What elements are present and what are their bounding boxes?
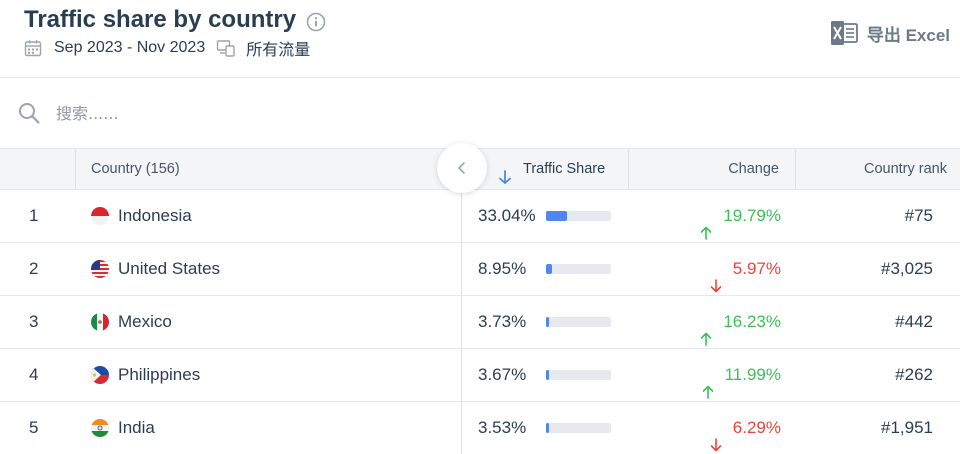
table-row[interactable]: 3 Mexico 3.73% 16.23% #442: [0, 296, 960, 349]
flag-united-states-icon: [91, 260, 109, 278]
traffic-share-value: 33.04%: [478, 206, 536, 225]
arrow-up-icon: [699, 209, 713, 240]
arrow-down-icon: [709, 421, 723, 452]
change-percent: 6.29%: [732, 418, 781, 437]
search-icon: [17, 101, 41, 125]
country-name: India: [118, 418, 155, 437]
country-rank-value: #262: [895, 365, 933, 384]
country-name: Philippines: [118, 365, 201, 384]
table-row[interactable]: 2 United States 8.95% 5.97% #3,025: [0, 243, 960, 296]
flag-philippines-icon: [91, 366, 109, 384]
date-range: Sep 2023 - Nov 2023: [54, 39, 206, 56]
sort-desc-icon: [497, 161, 513, 184]
table-row[interactable]: 4 Philippines 3.67% 11.99% #262: [0, 349, 960, 402]
column-header-country-rank[interactable]: Country rank: [863, 161, 947, 177]
traffic-share-value: 8.95%: [478, 259, 527, 278]
flag-indonesia-icon: [91, 207, 109, 225]
search-bar: [0, 79, 960, 148]
traffic-share-bar-fill: [546, 370, 549, 380]
traffic-share-value: 3.53%: [478, 418, 527, 437]
row-rank: 4: [29, 365, 39, 384]
country-name: Mexico: [118, 312, 172, 331]
excel-icon: [829, 18, 859, 48]
row-rank: 3: [29, 312, 39, 331]
column-header-change[interactable]: Change: [728, 161, 779, 177]
column-header-country[interactable]: Country (156): [91, 161, 180, 177]
row-country[interactable]: Mexico: [91, 296, 172, 348]
change-value: 11.99%: [701, 349, 781, 401]
arrow-up-icon: [699, 315, 713, 346]
traffic-share-bar-fill: [546, 317, 549, 327]
row-country[interactable]: Indonesia: [91, 190, 192, 242]
country-rank-value: #3,025: [881, 259, 933, 278]
info-icon[interactable]: [306, 12, 326, 32]
row-country[interactable]: Philippines: [91, 349, 200, 401]
column-header-traffic-share[interactable]: Traffic Share: [497, 149, 605, 189]
change-value: 16.23%: [699, 296, 781, 348]
traffic-share-bar-fill: [546, 423, 549, 433]
traffic-share-bar: [546, 317, 611, 327]
country-rank-value: #1,951: [881, 418, 933, 437]
search-input[interactable]: [56, 101, 456, 125]
traffic-share-value: 3.67%: [478, 365, 527, 384]
traffic-share-bar: [546, 370, 611, 380]
change-value: 5.97%: [709, 243, 781, 295]
row-country[interactable]: United States: [91, 243, 220, 295]
table-row[interactable]: 5 India 3.53% 6.29% #1,951: [0, 402, 960, 454]
export-label: 导出 Excel: [866, 25, 950, 45]
change-percent: 16.23%: [723, 312, 781, 331]
country-rank-value: #75: [904, 206, 933, 225]
flag-india-icon: [91, 419, 109, 437]
traffic-share-bar-fill: [546, 264, 552, 274]
traffic-share-bar: [546, 264, 611, 274]
traffic-share-bar: [546, 211, 611, 221]
column-separator: [795, 149, 796, 189]
traffic-share-value: 3.73%: [478, 312, 527, 331]
traffic-share-bar-fill: [546, 211, 567, 221]
widget-subtitle: Sep 2023 - Nov 2023 所有流量: [24, 38, 311, 59]
change-percent: 5.97%: [732, 259, 781, 278]
change-value: 6.29%: [709, 402, 781, 454]
change-percent: 19.79%: [723, 206, 781, 225]
table-row[interactable]: 1 Indonesia 33.04% 19.79% #75: [0, 190, 960, 243]
country-name: United States: [118, 259, 221, 278]
chevron-left-icon: [458, 162, 465, 174]
change-value: 19.79%: [699, 190, 781, 242]
flag-mexico-icon: [91, 313, 109, 331]
traffic-type: 所有流量: [246, 42, 311, 59]
column-separator: [628, 149, 629, 189]
devices-icon: [216, 38, 236, 58]
widget-header: Traffic share by country Sep 2023 - Nov …: [0, 0, 960, 78]
collapse-column-button[interactable]: [437, 143, 487, 193]
column-header-traffic-share-label: Traffic Share: [523, 161, 606, 177]
change-percent: 11.99%: [724, 365, 781, 384]
calendar-icon: [24, 39, 42, 57]
arrow-up-icon: [701, 368, 715, 399]
country-name: Indonesia: [118, 206, 192, 225]
row-rank: 2: [29, 259, 39, 278]
traffic-share-bar: [546, 423, 611, 433]
row-country[interactable]: India: [91, 402, 155, 454]
country-rank-value: #442: [895, 312, 933, 331]
export-excel-button[interactable]: 导出 Excel: [829, 18, 950, 48]
widget-title: Traffic share by country: [24, 6, 297, 33]
column-separator: [75, 149, 76, 189]
column-divider: [461, 190, 462, 454]
row-rank: 5: [29, 418, 39, 437]
arrow-down-icon: [709, 262, 723, 293]
row-rank: 1: [29, 206, 39, 225]
